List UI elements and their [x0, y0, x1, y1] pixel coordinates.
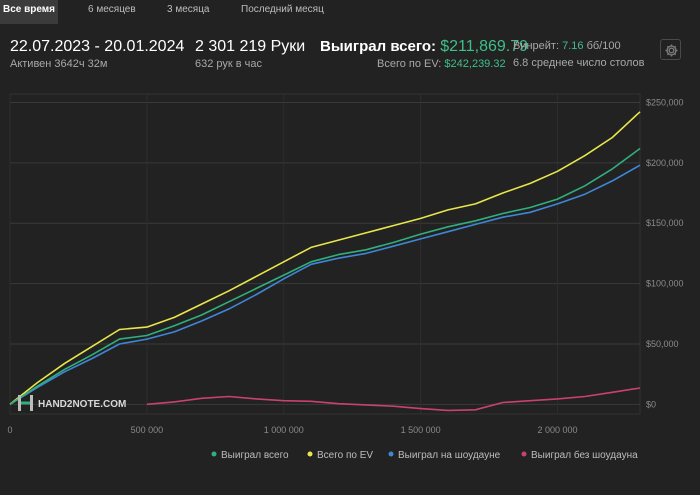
avg-tables: 6.8 среднее число столов	[513, 57, 645, 69]
legend-marker	[388, 451, 394, 457]
y-axis: $0 $50,000 $100,000 $150,000 $200,000 $250,00…	[646, 97, 684, 409]
settings-button[interactable]	[660, 39, 681, 60]
winrate-unit: бб/100	[586, 40, 621, 52]
hand2note-logo-icon	[18, 395, 33, 411]
legend-label: Всего по EV	[317, 450, 373, 461]
tab-all-time[interactable]: Все время	[0, 0, 58, 24]
plot-border	[9, 93, 641, 415]
y-tick-label: $200,000	[646, 158, 684, 168]
x-tick-label: 1 500 000	[401, 425, 441, 435]
showdown-line	[9, 164, 641, 405]
y-tick-label: $250,000	[646, 97, 684, 107]
tab-6-months[interactable]: 6 месяцев	[88, 4, 136, 15]
legend-showdown: Выиграл на шоудауне	[388, 450, 501, 461]
legend-marker	[307, 451, 313, 457]
tab-3-months[interactable]: 3 месяца	[167, 4, 210, 15]
total-won-label: Выиграл всего:	[320, 38, 437, 55]
hand2note-watermark: HAND2NOTE.COM	[18, 395, 126, 411]
legend-non-showdown: Выиграл без шоудауна	[521, 449, 638, 461]
won-line	[9, 147, 641, 405]
legend-label: Выиграл на шоудауне	[398, 450, 501, 461]
hands-count: 2 301 219 Руки	[195, 38, 306, 55]
legend-marker	[211, 451, 217, 457]
profit-chart: 0 500 000 1 000 000 1 500 000 2 000 000 $0 $5…	[7, 93, 684, 461]
total-ev-label: Всего по EV:	[377, 58, 442, 70]
gear-icon	[665, 44, 678, 57]
legend-marker	[521, 451, 527, 457]
y-tick-label: $150,000	[646, 218, 684, 228]
legend-ev: Всего по EV	[307, 450, 373, 461]
legend-label: Выиграл всего	[221, 450, 289, 461]
total-won: Выиграл всего: $211,869.79	[320, 38, 528, 56]
y-tick-label: $50,000	[646, 339, 679, 349]
winrate-value: 7.16	[562, 40, 584, 52]
legend-won: Выиграл всего	[211, 450, 289, 461]
period-tabs: Все время 6 месяцев 3 месяца Последний м…	[0, 0, 700, 26]
x-tick-label: 500 000	[131, 425, 164, 435]
winrate-label: Винрейт:	[513, 40, 560, 52]
ev-line	[9, 111, 641, 405]
active-time: Активен 3642ч 32м	[10, 58, 108, 70]
chart-grid	[9, 93, 641, 415]
date-range: 22.07.2023 - 20.01.2024	[10, 38, 185, 55]
chart-legend: Выиграл всего Всего по EV Выиграл на шоуда…	[211, 449, 638, 461]
winrate: Винрейт: 7.16 бб/100	[513, 40, 621, 52]
legend-label: Выиграл без шоудауна	[531, 449, 638, 461]
tab-last-month[interactable]: Последний месяц	[241, 4, 324, 15]
total-ev: Всего по EV: $242,239.32	[377, 58, 506, 70]
total-ev-value: $242,239.32	[444, 58, 506, 70]
chart-series	[9, 111, 641, 412]
x-tick-label: 2 000 000	[538, 425, 578, 435]
x-tick-label: 0	[7, 425, 12, 435]
y-tick-label: $100,000	[646, 279, 684, 289]
non-showdown-line	[146, 387, 641, 412]
total-won-value: $211,869.79	[440, 38, 529, 55]
x-axis: 0 500 000 1 000 000 1 500 000 2 000 000	[7, 425, 577, 435]
x-tick-label: 1 000 000	[264, 425, 304, 435]
hands-rate: 632 рук в час	[195, 58, 263, 70]
y-tick-label: $0	[646, 399, 656, 409]
watermark-text: HAND2NOTE.COM	[38, 399, 126, 410]
